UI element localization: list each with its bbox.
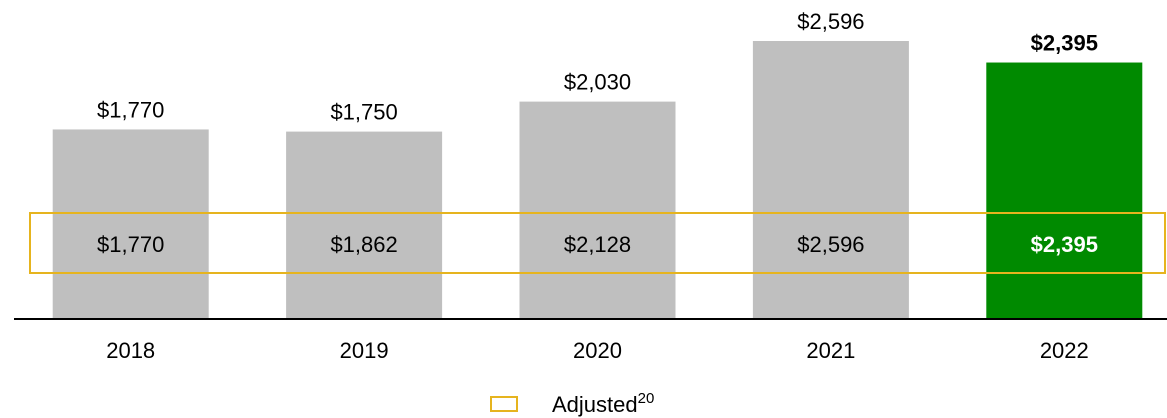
adjusted-box — [29, 212, 1166, 274]
value-label: $2,596 — [797, 9, 864, 34]
adjusted-label: $2,596 — [797, 232, 864, 257]
x-tick-label: 2019 — [340, 338, 389, 363]
x-tick-label: 2020 — [573, 338, 622, 363]
adjusted-label: $1,770 — [97, 232, 164, 257]
x-tick-label: 2022 — [1040, 338, 1089, 363]
x-tick-label: 2018 — [106, 338, 155, 363]
value-label: $1,770 — [97, 97, 164, 122]
legend-superscript: 20 — [638, 390, 655, 407]
bar — [52, 129, 209, 319]
bar — [286, 131, 443, 319]
legend-swatch — [490, 396, 518, 412]
value-label: $2,395 — [1031, 30, 1098, 55]
bar — [752, 41, 909, 319]
legend-label: Adjusted20 — [552, 390, 654, 417]
bar — [986, 62, 1143, 319]
adjusted-label: $1,862 — [330, 232, 397, 257]
value-label: $2,030 — [564, 69, 631, 94]
x-tick-label: 2021 — [806, 338, 855, 363]
adjusted-label: $2,395 — [1031, 232, 1098, 257]
legend-name: Adjusted — [552, 392, 638, 417]
value-label: $1,750 — [330, 99, 397, 124]
bar — [519, 101, 676, 319]
adjusted-label: $2,128 — [564, 232, 631, 257]
